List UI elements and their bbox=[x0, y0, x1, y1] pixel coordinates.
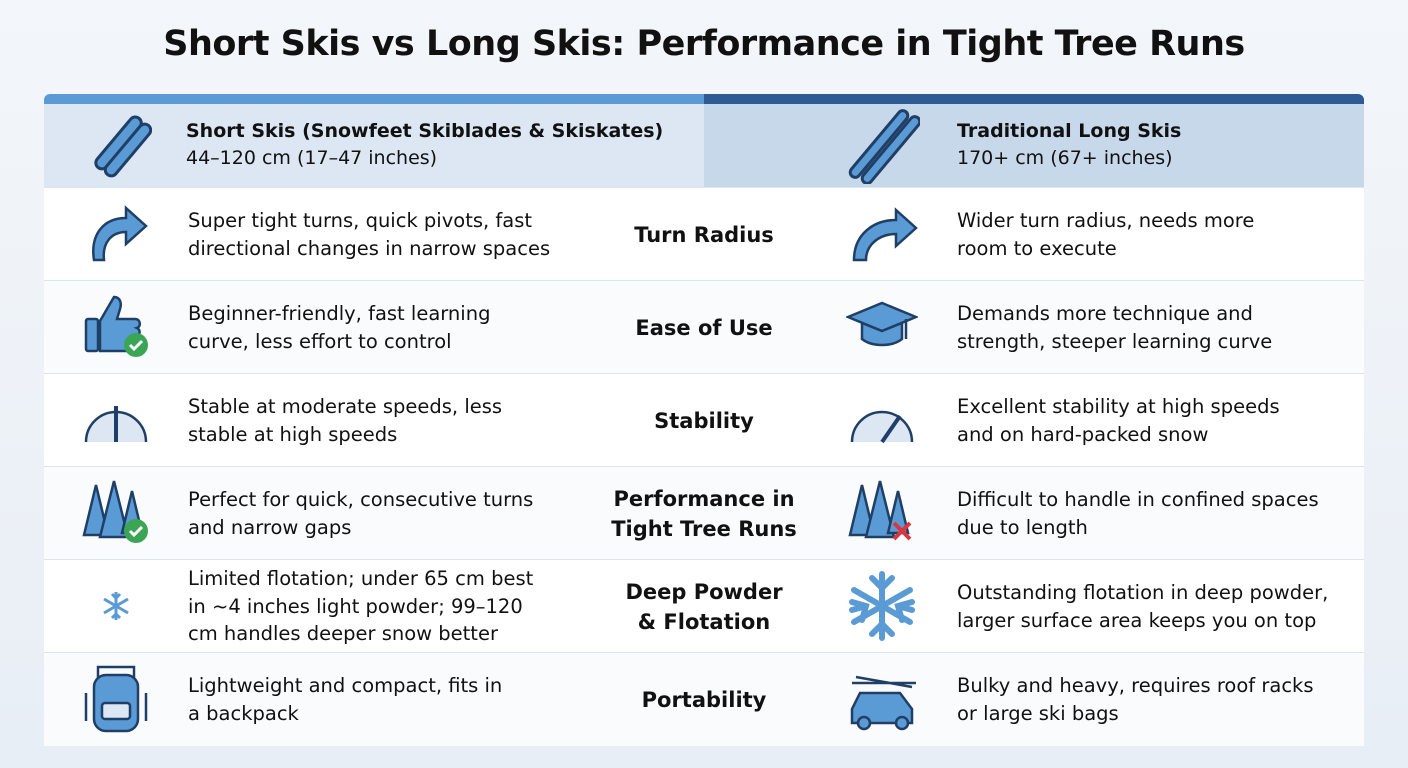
criterion: & Flotation bbox=[637, 609, 771, 634]
header-bar bbox=[704, 94, 1364, 104]
row: Stable at moderate speeds, less stable at… bbox=[44, 373, 1364, 467]
short-text: Limited flotation; under 65 cm best bbox=[188, 567, 534, 591]
row: Perfect for quick, consecutive turns and … bbox=[44, 466, 1364, 560]
criterion: Tight Tree Runs bbox=[611, 516, 797, 541]
long-name: Traditional Long Skis bbox=[957, 120, 1182, 142]
long-text: or large ski bags bbox=[957, 701, 1119, 725]
short-text: and narrow gaps bbox=[188, 515, 352, 539]
short-length: 44–120 cm (17–47 inches) bbox=[186, 147, 438, 169]
icon bbox=[92, 205, 148, 262]
short-text: stable at high speeds bbox=[188, 422, 398, 446]
long-text: Wider turn radius, needs more bbox=[957, 209, 1255, 232]
long-text: due to length bbox=[957, 515, 1088, 539]
row: Super tight turns, quick pivots, fast dir… bbox=[44, 187, 1364, 281]
criterion: Deep Powder bbox=[625, 579, 783, 604]
short-text: in ~4 inches light powder; 99–120 bbox=[188, 594, 523, 618]
header-cell: Short Skis (Snowfeet Skiblades & Skiskat… bbox=[44, 104, 704, 187]
row: Lightweight and compact, fits in a backpa… bbox=[44, 652, 1364, 746]
icon bbox=[846, 301, 918, 347]
icon bbox=[848, 480, 912, 541]
icon bbox=[850, 410, 914, 444]
icon bbox=[849, 571, 915, 641]
long-text: room to execute bbox=[957, 236, 1117, 260]
icon bbox=[82, 480, 148, 543]
short-text: Super tight turns, quick pivots, fast bbox=[188, 209, 533, 232]
header-cell: Traditional Long Skis 170+ cm (67+ inche… bbox=[704, 104, 1364, 187]
row: Beginner-friendly, fast learning curve, l… bbox=[44, 280, 1364, 374]
criterion: Performance in bbox=[613, 486, 795, 511]
icon bbox=[84, 665, 148, 733]
icon bbox=[103, 592, 129, 620]
icon bbox=[850, 675, 916, 731]
icon bbox=[852, 207, 918, 262]
short-text: a backpack bbox=[188, 701, 299, 725]
skis-icon bbox=[94, 115, 152, 178]
short-text: Beginner-friendly, fast learning bbox=[188, 302, 491, 325]
long-text: Demands more technique and bbox=[957, 302, 1253, 325]
title: Short Skis vs Long Skis: Performance in … bbox=[163, 24, 1245, 64]
icon bbox=[84, 295, 148, 357]
skis-icon bbox=[848, 109, 920, 184]
header-bar bbox=[44, 94, 704, 104]
short-text: Stable at moderate speeds, less bbox=[188, 395, 503, 418]
comparison-table: Short Skis (Snowfeet Skiblades & Skiskat… bbox=[44, 94, 1364, 746]
short-text: Perfect for quick, consecutive turns bbox=[188, 488, 534, 511]
short-text: Lightweight and compact, fits in bbox=[188, 674, 503, 697]
row: Limited flotation; under 65 cm best in ~4… bbox=[44, 559, 1364, 653]
long-length: 170+ cm (67+ inches) bbox=[957, 147, 1173, 169]
short-text: directional changes in narrow spaces bbox=[188, 236, 551, 260]
long-text: strength, steeper learning curve bbox=[957, 329, 1273, 353]
criterion: Stability bbox=[654, 408, 754, 433]
long-text: Bulky and heavy, requires roof racks bbox=[957, 674, 1314, 697]
long-text: Difficult to handle in confined spaces bbox=[957, 488, 1319, 511]
criterion: Turn Radius bbox=[634, 222, 774, 247]
long-text: larger surface area keeps you on top bbox=[957, 608, 1317, 632]
long-text: Outstanding flotation in deep powder, bbox=[957, 581, 1329, 604]
short-text: cm handles deeper snow better bbox=[188, 622, 498, 646]
short-text: curve, less effort to control bbox=[188, 329, 452, 353]
long-text: Excellent stability at high speeds bbox=[957, 395, 1280, 418]
criterion: Ease of Use bbox=[635, 315, 773, 340]
icon bbox=[84, 406, 148, 443]
criterion: Portability bbox=[641, 687, 767, 712]
long-text: and on hard-packed snow bbox=[957, 422, 1209, 446]
short-name: Short Skis (Snowfeet Skiblades & Skiskat… bbox=[186, 120, 664, 142]
